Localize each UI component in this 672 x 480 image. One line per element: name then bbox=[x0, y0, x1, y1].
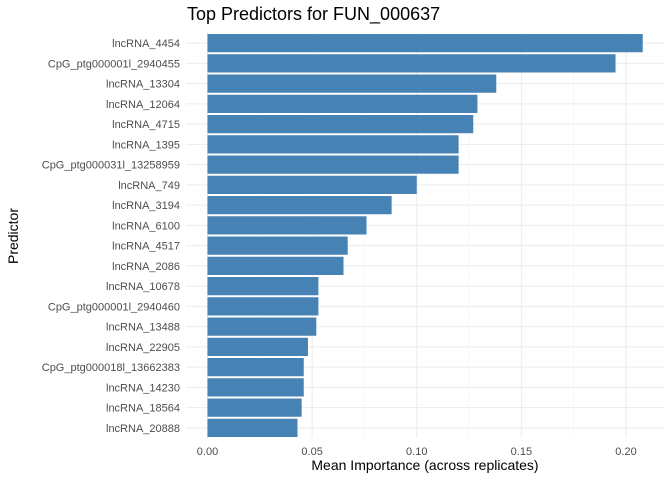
x-tick-label: 0.20 bbox=[615, 446, 636, 458]
x-axis-title: Mean Importance (across replicates) bbox=[311, 457, 538, 473]
y-tick-label: lncRNA_4517 bbox=[112, 241, 180, 253]
x-tick-label: 0.10 bbox=[406, 446, 427, 458]
bar-lncRNA_13488 bbox=[207, 317, 317, 336]
bar-lncRNA_18564 bbox=[207, 398, 302, 417]
y-axis-title: Predictor bbox=[5, 208, 21, 264]
bar-lncRNA_1395 bbox=[207, 135, 459, 154]
y-tick-label: lncRNA_14230 bbox=[106, 382, 180, 394]
y-tick-label: lncRNA_1395 bbox=[112, 139, 180, 151]
bar-lncRNA_2086 bbox=[207, 256, 344, 275]
y-tick-label: lncRNA_3194 bbox=[112, 200, 180, 212]
y-tick-label: CpG_ptg000018l_13662383 bbox=[42, 362, 180, 374]
bars bbox=[207, 34, 643, 437]
bar-lncRNA_4715 bbox=[207, 115, 474, 134]
y-tick-label: lncRNA_6100 bbox=[112, 220, 180, 232]
y-tick-label: lncRNA_13488 bbox=[106, 322, 180, 334]
bar-lncRNA_13304 bbox=[207, 74, 497, 93]
bar-CpG_ptg000031l_13258959 bbox=[207, 155, 459, 174]
y-tick-label: lncRNA_4454 bbox=[112, 38, 180, 50]
bar-lncRNA_749 bbox=[207, 175, 417, 194]
x-tick-labels: 0.00 0.05 0.10 0.15 0.20 bbox=[197, 446, 637, 458]
bar-lncRNA_14230 bbox=[207, 378, 304, 397]
grid bbox=[186, 33, 665, 438]
bar-lncRNA_3194 bbox=[207, 196, 392, 215]
bar-lncRNA_6100 bbox=[207, 216, 367, 235]
bar-CpG_ptg000001l_2940455 bbox=[207, 54, 616, 73]
bar-lncRNA_4517 bbox=[207, 236, 348, 255]
bar-lncRNA_10678 bbox=[207, 277, 319, 296]
bar-CpG_ptg000001l_2940460 bbox=[207, 297, 319, 316]
y-tick-label: CpG_ptg000031l_13258959 bbox=[42, 160, 180, 172]
bar-lncRNA_4454 bbox=[207, 34, 643, 53]
y-tick-label: CpG_ptg000001l_2940460 bbox=[48, 301, 180, 313]
y-tick-label: lncRNA_2086 bbox=[112, 261, 180, 273]
y-tick-label: lncRNA_20888 bbox=[106, 423, 180, 435]
y-tick-label: lncRNA_18564 bbox=[106, 403, 180, 415]
bar-CpG_ptg000018l_13662383 bbox=[207, 358, 304, 377]
y-tick-label: lncRNA_13304 bbox=[106, 79, 180, 91]
chart-title: Top Predictors for FUN_000637 bbox=[187, 4, 440, 25]
x-tick-label: 0.00 bbox=[197, 446, 218, 458]
y-tick-label: lncRNA_22905 bbox=[106, 342, 180, 354]
bar-lncRNA_12064 bbox=[207, 94, 478, 113]
bar-lncRNA_20888 bbox=[207, 418, 298, 437]
y-tick-label: lncRNA_10678 bbox=[106, 281, 180, 293]
x-tick-label: 0.15 bbox=[511, 446, 532, 458]
x-tick-label: 0.05 bbox=[301, 446, 322, 458]
y-tick-label: lncRNA_4715 bbox=[112, 119, 180, 131]
y-tick-label: lncRNA_12064 bbox=[106, 99, 180, 111]
y-tick-label: lncRNA_749 bbox=[118, 180, 180, 192]
y-tick-label: CpG_ptg000001l_2940455 bbox=[48, 58, 180, 70]
bar-lncRNA_22905 bbox=[207, 337, 308, 356]
y-tick-labels: lncRNA_4454 CpG_ptg000001l_2940455 lncRNA_… bbox=[42, 38, 180, 435]
